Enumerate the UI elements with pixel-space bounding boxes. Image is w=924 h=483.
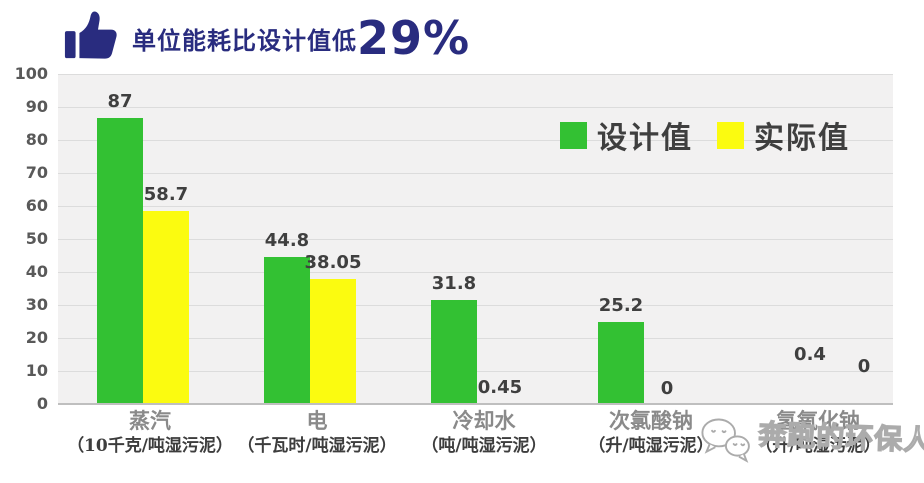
bar-设计值-冷却水 [431,300,477,405]
y-tick-label: 40 [25,262,48,281]
bar-实际值-电 [310,279,356,405]
category-unit: （升/吨湿污泥） [755,436,881,456]
bar-实际值-蒸汽 [143,211,189,405]
gridline [58,239,893,240]
y-tick-label: 50 [25,229,48,248]
bar-设计值-蒸汽 [97,117,143,405]
thumbs-up-icon [60,4,124,62]
y-tick-label: 30 [25,295,48,314]
y-tick-label: 90 [25,97,48,116]
category-name: 蒸汽 [129,408,171,433]
plot-area: 87 44.8 31.8 25.2 0.4 58.7 38.05 0.45 0 0 [58,74,893,405]
y-tick-label: 80 [25,130,48,149]
y-tick-label: 100 [14,64,48,83]
value-label: 44.8 [264,230,310,252]
value-label: 58.7 [143,184,189,206]
legend-swatch [560,121,587,149]
value-label: 0.45 [477,376,523,398]
chart-title-percent: 29% [357,11,471,65]
gridline [58,107,893,108]
category-unit: （千瓦时/吨湿污泥） [237,436,397,456]
value-label: 87 [107,90,133,112]
y-tick-label: 70 [25,163,48,182]
category-label-蒸汽: 蒸汽 （10千克/吨湿污泥） [57,408,243,458]
category-name: 氢氧化钠 [776,408,860,433]
category-unit: （吨/吨湿污泥） [421,436,547,456]
y-tick-label: 20 [25,328,48,347]
value-label: 0.4 [794,343,826,365]
gridline [58,272,893,273]
value-label: 0 [857,356,871,377]
bar-设计值-次氯酸钠 [598,321,644,405]
category-label-氢氧化钠: 氢氧化钠 （升/吨湿污泥） [725,408,911,458]
legend-label: 设计值 [597,121,693,156]
gridline [58,173,893,174]
value-label: 0 [660,378,674,399]
gridline [58,206,893,207]
x-axis-line [58,403,893,405]
category-unit: （10千克/吨湿污泥） [67,436,233,456]
category-label-电: 电 （千瓦时/吨湿污泥） [224,408,410,458]
legend-swatch [717,121,744,149]
bar-设计值-电 [264,257,310,405]
gridline [58,140,893,141]
category-label-冷却水: 冷却水 （吨/吨湿污泥） [391,408,577,458]
category-name: 次氯酸钠 [609,408,693,433]
category-label-次氯酸钠: 次氯酸钠 （升/吨湿污泥） [558,408,744,458]
value-label: 25.2 [598,294,644,316]
y-tick-label: 10 [25,361,48,380]
chart-title: 单位能耗比设计值低 [132,26,357,55]
y-tick-label: 0 [36,394,48,413]
value-label: 31.8 [431,273,477,295]
y-tick-label: 60 [25,196,48,215]
gridline [58,74,893,75]
legend-label: 实际值 [754,121,850,156]
legend-item-设计值: 设计值 [560,113,693,157]
category-name: 冷却水 [452,408,516,433]
legend-item-实际值: 实际值 [717,113,850,157]
legend: 设计值 实际值 [560,113,850,157]
category-unit: （升/吨湿污泥） [588,436,714,456]
category-name: 电 [306,408,328,433]
chart-header: 单位能耗比设计值低 29% [60,0,470,62]
value-label: 38.05 [304,252,362,274]
